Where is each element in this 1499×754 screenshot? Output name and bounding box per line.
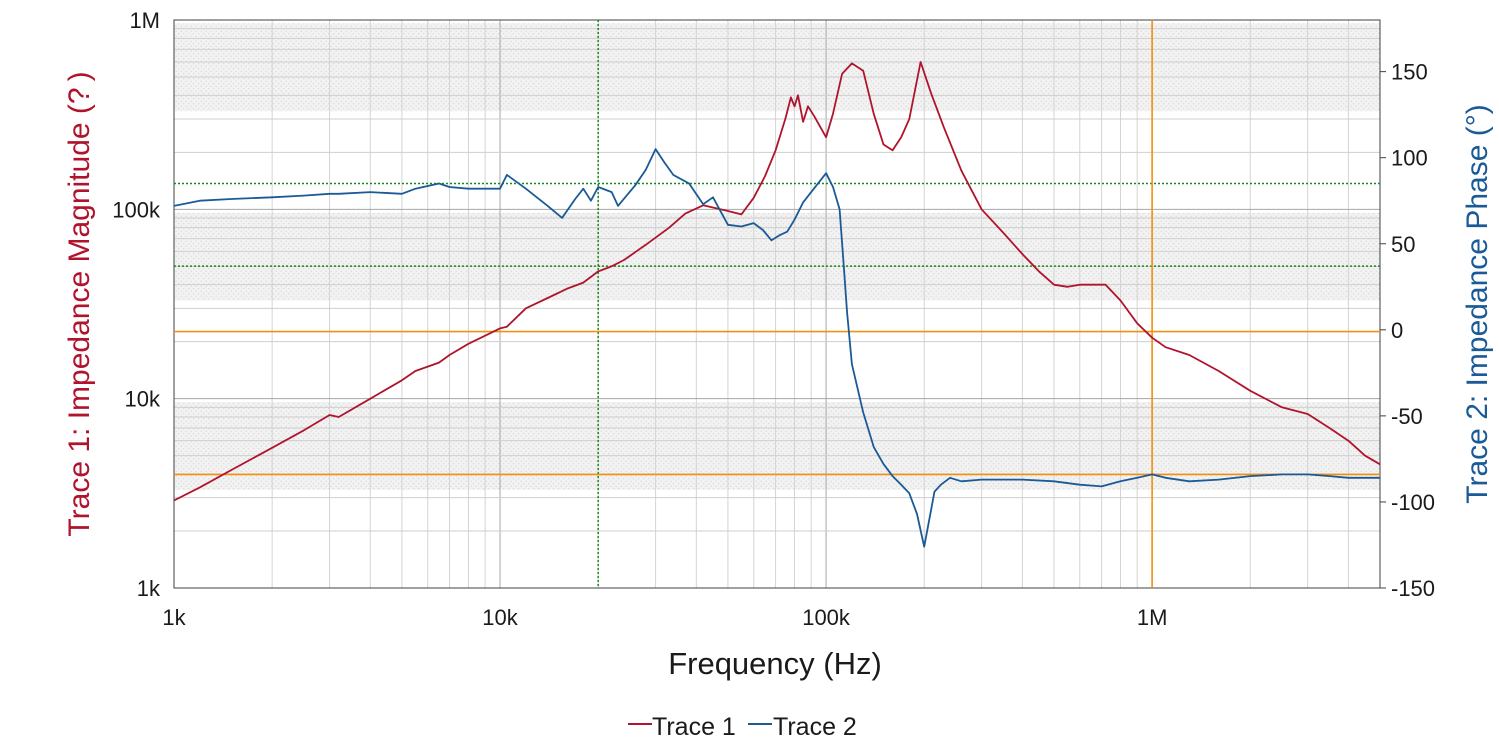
legend-label-trace-2: Trace 2 (773, 713, 857, 741)
y-right-tick-label: -150 (1391, 576, 1435, 601)
y-right-tick-label: 150 (1391, 60, 1428, 85)
x-axis-title: Frequency (Hz) (668, 646, 882, 681)
x-tick-label: 100k (802, 605, 851, 630)
y-left-tick-label: 1k (137, 576, 161, 601)
y-right-tick-label: 100 (1391, 146, 1428, 171)
y-right-tick-label: -100 (1391, 490, 1435, 515)
y-right-axis-title: Trace 2: Impedance Phase (°) (1461, 104, 1494, 503)
legend: Trace 1 Trace 2 (628, 713, 857, 741)
reference-lines (174, 20, 1380, 588)
x-tick-label: 1M (1137, 605, 1168, 630)
y-left-tick-label: 100k (112, 197, 161, 222)
x-tick-label: 10k (482, 605, 518, 630)
grid-lines (174, 20, 1381, 588)
series-line-trace-1 (174, 61, 1380, 502)
background-bands (174, 23, 1380, 490)
x-tick-label: 1k (162, 605, 186, 630)
legend-label-trace-1: Trace 1 (652, 713, 736, 741)
y-left-axis-title: Trace 1: Impedance Magnitude (? ) (63, 71, 96, 536)
x-axis-ticks: 1k 10k 100k 1M (162, 605, 1167, 630)
y-left-tick-label: 10k (125, 387, 161, 412)
grid-band (174, 402, 1380, 490)
y-right-tick-label: 50 (1391, 232, 1415, 257)
y-right-tick-label: -50 (1391, 404, 1423, 429)
grid-band (174, 212, 1380, 301)
y-left-axis-ticks: 1k 10k 100k 1M (112, 8, 161, 601)
series-lines (174, 61, 1380, 548)
y-right-axis-ticks: 150 100 50 0 -50 -100 -150 (1380, 60, 1435, 601)
y-right-tick-label: 0 (1391, 318, 1403, 343)
plot-frame (173, 19, 1381, 589)
y-left-tick-label: 1M (129, 8, 160, 33)
grid-band (174, 23, 1380, 112)
series-line-trace-2 (174, 148, 1380, 548)
